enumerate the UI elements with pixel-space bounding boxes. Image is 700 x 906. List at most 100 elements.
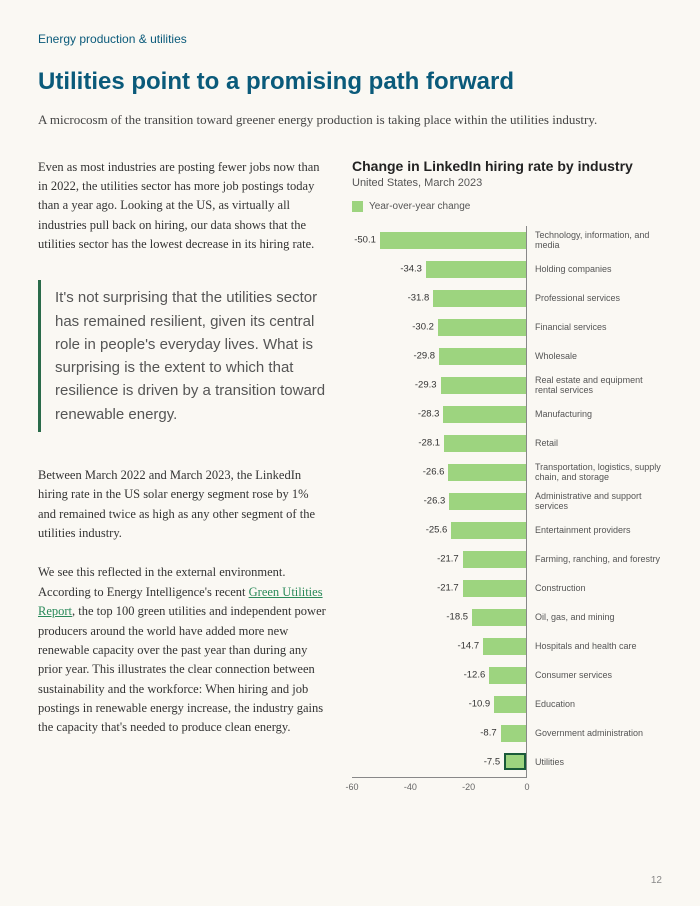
page-title: Utilities point to a promising path forw… — [38, 68, 662, 96]
bar-row: -29.3 Real estate and equipment rental se… — [352, 371, 662, 400]
bar-value-label: -18.5 — [446, 612, 468, 623]
bar-category-label: Holding companies — [527, 264, 662, 274]
plot-area: -10.9 — [352, 690, 527, 719]
bar-category-label: Transportation, logistics, supply chain,… — [527, 462, 662, 483]
plot-area: -21.7 — [352, 545, 527, 574]
section-label: Energy production & utilities — [38, 32, 662, 46]
bar-value-label: -34.3 — [400, 264, 422, 275]
bar-value-label: -31.8 — [408, 293, 430, 304]
bar-row: -50.1Technology, information, and media — [352, 226, 662, 255]
bar — [463, 580, 526, 597]
bar-value-label: -21.7 — [437, 583, 459, 594]
plot-area: -18.5 — [352, 603, 527, 632]
x-axis: -60-40-200 — [352, 777, 527, 795]
bar-category-label: Administrative and support services — [527, 491, 662, 512]
intro-text: A microcosm of the transition toward gre… — [38, 110, 662, 130]
bar-chart: -50.1Technology, information, and media-… — [352, 226, 662, 777]
right-column: Change in LinkedIn hiring rate by indust… — [352, 158, 662, 795]
legend-swatch — [352, 201, 363, 212]
plot-area: -29.8 — [352, 342, 527, 371]
bar-category-label: Retail — [527, 438, 662, 448]
page-number: 12 — [651, 875, 662, 886]
bar-category-label: Utilities — [527, 757, 662, 767]
bar — [426, 261, 526, 278]
x-axis-tick: 0 — [524, 782, 529, 792]
bar — [501, 725, 526, 742]
bar — [439, 348, 526, 365]
bar-row: -26.6 Transportation, logistics, supply c… — [352, 458, 662, 487]
p3-text-b: , the top 100 green utilities and indepe… — [38, 604, 326, 734]
bar-category-label: Manufacturing — [527, 409, 662, 419]
plot-area: -7.5 — [352, 748, 527, 777]
x-axis-tick: -20 — [462, 782, 475, 792]
two-column-layout: Even as most industries are posting fewe… — [38, 158, 662, 795]
bar — [433, 290, 526, 307]
bar-value-label: -29.8 — [413, 351, 435, 362]
bar-category-label: Wholesale — [527, 351, 662, 361]
bar-category-label: Professional services — [527, 293, 662, 303]
bar-value-label: -21.7 — [437, 554, 459, 565]
bar-category-label: Technology, information, and media — [527, 230, 662, 251]
pull-quote: It's not surprising that the utilities s… — [38, 280, 328, 432]
body-paragraph-2: Between March 2022 and March 2023, the L… — [38, 466, 328, 544]
left-column: Even as most industries are posting fewe… — [38, 158, 328, 795]
bar — [449, 493, 526, 510]
bar-row: -8.7 Government administration — [352, 719, 662, 748]
bar-value-label: -29.3 — [415, 380, 437, 391]
bar — [489, 667, 526, 684]
bar-value-label: -8.7 — [480, 728, 496, 739]
chart-legend: Year-over-year change — [352, 201, 662, 212]
bar-value-label: -14.7 — [457, 641, 479, 652]
bar-value-label: -12.6 — [464, 670, 486, 681]
bar-category-label: Government administration — [527, 728, 662, 738]
plot-area: -26.6 — [352, 458, 527, 487]
plot-area: -8.7 — [352, 719, 527, 748]
body-paragraph-1: Even as most industries are posting fewe… — [38, 158, 328, 255]
bar — [443, 406, 526, 423]
bar — [472, 609, 526, 626]
bar-value-label: -26.6 — [423, 467, 445, 478]
bar-row: -28.1 Retail — [352, 429, 662, 458]
bar-value-label: -30.2 — [412, 322, 434, 333]
bar — [451, 522, 526, 539]
plot-area: -25.6 — [352, 516, 527, 545]
chart-title: Change in LinkedIn hiring rate by indust… — [352, 158, 662, 174]
bar-category-label: Construction — [527, 583, 662, 593]
bar-category-label: Real estate and equipment rental service… — [527, 375, 662, 396]
bar-row: -28.3Manufacturing — [352, 400, 662, 429]
chart-subtitle: United States, March 2023 — [352, 177, 662, 189]
plot-area: -31.8 — [352, 284, 527, 313]
body-paragraph-3: We see this reflected in the external en… — [38, 563, 328, 737]
bar-category-label: Oil, gas, and mining — [527, 612, 662, 622]
bar-row: -18.5 Oil, gas, and mining — [352, 603, 662, 632]
bar-value-label: -28.1 — [418, 438, 440, 449]
plot-area: -30.2 — [352, 313, 527, 342]
plot-area: -14.7 — [352, 632, 527, 661]
bar — [483, 638, 526, 655]
bar-row: -12.6 Consumer services — [352, 661, 662, 690]
x-axis-tick: -40 — [404, 782, 417, 792]
plot-area: -28.1 — [352, 429, 527, 458]
bar-row: -30.2Financial services — [352, 313, 662, 342]
bar-category-label: Farming, ranching, and forestry — [527, 554, 662, 564]
plot-area: -28.3 — [352, 400, 527, 429]
bar-row: -21.7 Farming, ranching, and forestry — [352, 545, 662, 574]
bar — [441, 377, 526, 394]
legend-label: Year-over-year change — [369, 201, 470, 212]
bar-category-label: Education — [527, 699, 662, 709]
bar — [494, 696, 526, 713]
bar-category-label: Entertainment providers — [527, 525, 662, 535]
plot-area: -50.1 — [352, 226, 527, 255]
bar-row: -34.3 Holding companies — [352, 255, 662, 284]
bar-value-label: -25.6 — [426, 525, 448, 536]
bar-row: -10.9Education — [352, 690, 662, 719]
bar-category-label: Consumer services — [527, 670, 662, 680]
bar-value-label: -7.5 — [484, 757, 500, 768]
bar-category-label: Hospitals and health care — [527, 641, 662, 651]
bar-row: -25.6 Entertainment providers — [352, 516, 662, 545]
plot-area: -26.3 — [352, 487, 527, 516]
bar-row: -26.3 Administrative and support services — [352, 487, 662, 516]
bar — [463, 551, 526, 568]
bar-value-label: -26.3 — [424, 496, 446, 507]
plot-area: -12.6 — [352, 661, 527, 690]
